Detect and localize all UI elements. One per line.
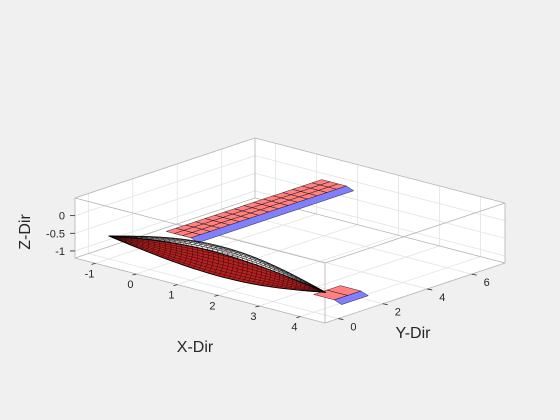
y-tick-label: 4 xyxy=(439,292,445,304)
fuselage-ring-line xyxy=(293,277,302,291)
y-axis-label: Y-Dir xyxy=(396,325,432,342)
grid-line-z-back xyxy=(254,172,506,239)
x-axis-label: X-Dir xyxy=(177,339,214,356)
fuselage-ring-line xyxy=(163,237,177,262)
x-tick-mark xyxy=(214,294,219,297)
fuselage-ring-line xyxy=(187,240,204,271)
fuselage-ring-line xyxy=(272,267,285,289)
fuselage-ring-line xyxy=(196,242,214,274)
grid-line-z-side xyxy=(74,172,256,234)
x-tick-label: 2 xyxy=(209,300,215,312)
grid-line-x-floor xyxy=(259,245,440,307)
surface-wing xyxy=(165,179,355,243)
x-tick-mark xyxy=(255,305,260,308)
fuselage-ring-line xyxy=(241,255,258,284)
axes-box-edge xyxy=(324,202,506,264)
fuselage-ring-line xyxy=(135,236,144,250)
fuselage-ring-line xyxy=(277,269,289,289)
fuselage-ring-line xyxy=(231,251,248,282)
fuselage-ring-line xyxy=(299,279,306,291)
fuselage-ring-line xyxy=(216,247,234,279)
y-tick-label: 6 xyxy=(484,277,490,289)
tail-panel xyxy=(326,285,362,296)
axes-box-edge xyxy=(254,137,506,204)
grid-line-z-back xyxy=(254,155,506,222)
grid-line-z-side xyxy=(74,190,256,252)
side-wall-panel xyxy=(75,138,255,258)
fuselage-ring-line xyxy=(140,236,149,252)
fuselage-ring-line xyxy=(262,263,276,287)
z-tick-label: -1 xyxy=(55,246,65,258)
fuselage-ring-line xyxy=(126,235,132,245)
fuselage-ring-line xyxy=(320,289,323,293)
y-tick-mark xyxy=(382,303,388,306)
fuselage-ring-line xyxy=(221,248,239,280)
fuselage-ring-line xyxy=(309,284,314,292)
fuselage-ring-line xyxy=(257,261,271,287)
x-tick-label: -1 xyxy=(85,268,95,280)
x-tick-mark xyxy=(132,273,137,276)
x-tick-label: 3 xyxy=(250,311,256,323)
y-tick-mark xyxy=(338,318,344,320)
fuselage-ring-line xyxy=(251,259,267,286)
y-tick-mark xyxy=(427,288,433,291)
grid-line-x-floor xyxy=(300,256,481,317)
x-tick-label: 1 xyxy=(168,290,174,302)
z-tick-label: -0.5 xyxy=(46,228,65,240)
fuselage-ring-line xyxy=(191,241,209,272)
y-tick-mark xyxy=(471,273,477,276)
axes-box-edge xyxy=(74,197,256,259)
x-tick-mark xyxy=(296,316,301,318)
fuselage-ring-line xyxy=(211,246,229,278)
fuselage-ring-line xyxy=(201,243,219,275)
fuselage-ring-line xyxy=(315,287,318,292)
fuselage-ring-line xyxy=(131,235,138,248)
fuselage-ring-line xyxy=(168,238,183,264)
grid-line-x-floor xyxy=(218,234,399,296)
axes-box-edge xyxy=(324,262,506,324)
back-wall-panel xyxy=(255,138,505,263)
fuselage-ring-line xyxy=(177,239,193,267)
fuselage-ring-line xyxy=(122,235,127,243)
grid-line-x-floor xyxy=(136,213,317,275)
z-tick-label: 0 xyxy=(59,211,65,223)
x-tick-mark xyxy=(173,284,178,287)
fuselage-ring-line xyxy=(226,250,244,281)
x-tick-mark xyxy=(91,262,96,265)
fuselage-ring-line xyxy=(206,244,224,277)
fuselage-ring-line xyxy=(267,265,280,288)
wing-panel xyxy=(327,183,348,190)
fuselage-ring-line xyxy=(149,236,161,256)
fuselage-ring-line xyxy=(182,239,199,269)
tick-labels: -1 0 1 2 3 4 0 2 4 6 0 -0.5 -1 xyxy=(46,211,490,334)
fuselage-ring-line xyxy=(236,253,253,283)
surface-tail xyxy=(312,285,369,305)
grid-line-x-floor xyxy=(177,224,358,286)
fuselage-ring-line xyxy=(145,236,155,254)
grid-line-y-floor xyxy=(88,253,339,319)
fuselage-ring-line xyxy=(304,282,310,292)
fuselage-ring-line xyxy=(113,235,115,239)
fuselage-ring-line xyxy=(283,272,293,290)
axes-box-edge xyxy=(74,137,256,199)
y-tick-label: 2 xyxy=(395,307,401,319)
y-tick-label: 0 xyxy=(350,322,356,334)
fuselage-ring-line xyxy=(172,238,188,265)
x-tick-label: 0 xyxy=(127,279,133,291)
x-tick-label: 4 xyxy=(291,322,297,334)
z-axis-label: Z-Dir xyxy=(17,214,34,250)
fuselage-ring-line xyxy=(117,235,121,241)
surface-fuselage xyxy=(108,235,327,293)
fuselage-ring-line xyxy=(158,237,172,260)
axes-box-edge xyxy=(74,257,326,324)
